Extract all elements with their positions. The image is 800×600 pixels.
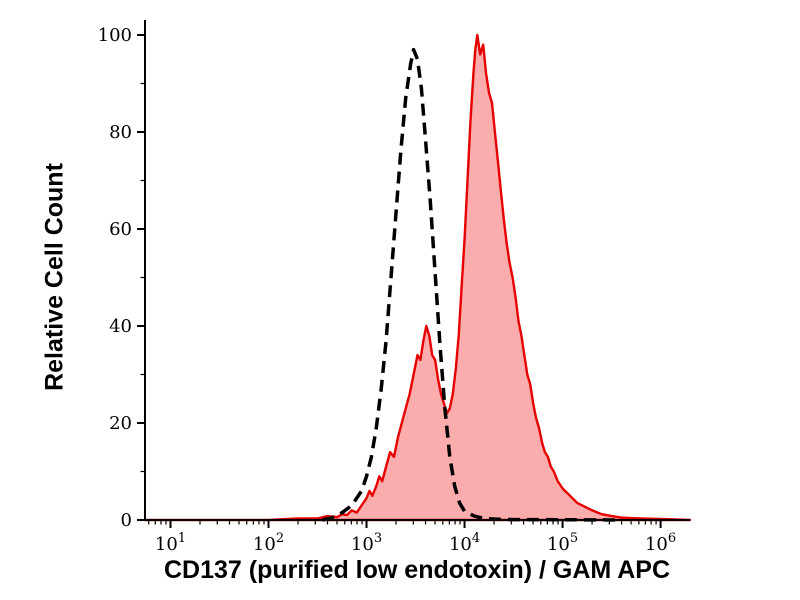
x-tick-label: 101 bbox=[155, 531, 186, 555]
axes bbox=[144, 20, 690, 521]
y-axis-label: Relative Cell Count bbox=[40, 163, 69, 391]
y-tick-label: 80 bbox=[109, 122, 132, 143]
x-axis-label: CD137 (purified low endotoxin) / GAM APC bbox=[163, 556, 671, 584]
x-tick-label: 106 bbox=[645, 531, 676, 555]
series-sample-red-filled bbox=[143, 33, 692, 522]
x-tick-label: 102 bbox=[253, 531, 284, 555]
y-tick-label: 0 bbox=[121, 510, 132, 531]
y-tick-label: 40 bbox=[109, 316, 132, 337]
y-tick-label: 20 bbox=[109, 413, 132, 434]
x-tick-label: 104 bbox=[449, 531, 480, 555]
x-tick-label: 103 bbox=[351, 531, 382, 555]
y-tick-label: 60 bbox=[109, 219, 132, 240]
x-tick-label: 105 bbox=[547, 531, 578, 555]
series-control-black-dashed bbox=[321, 47, 622, 522]
y-tick-label: 100 bbox=[98, 25, 132, 46]
